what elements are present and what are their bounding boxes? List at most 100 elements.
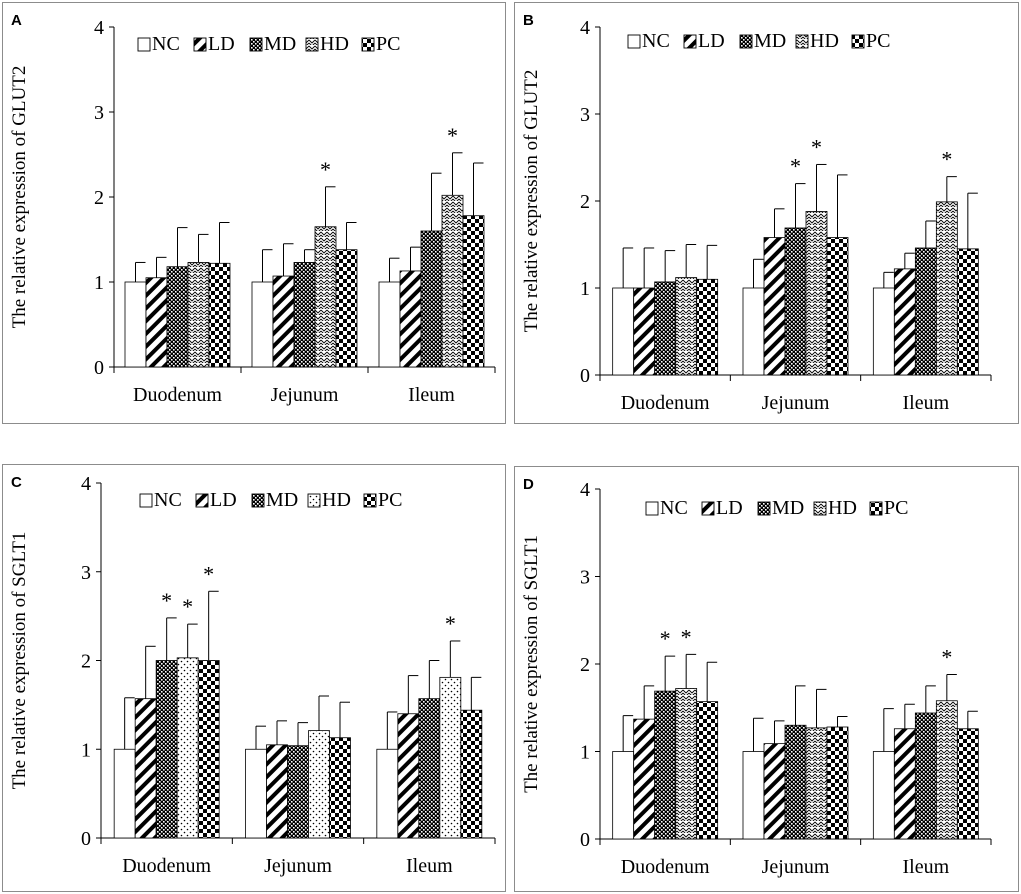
bar-pc <box>462 215 485 368</box>
legend-label: PC <box>884 497 908 519</box>
bar-pc <box>335 249 358 368</box>
bar-ld <box>893 268 916 376</box>
bar-nc <box>113 748 136 839</box>
bar-hd <box>187 262 210 368</box>
legend-swatch-md <box>757 501 771 516</box>
bar-nc <box>124 281 147 368</box>
bar-nc <box>742 751 765 840</box>
bar-nc <box>872 751 895 840</box>
bar-hd <box>439 676 462 839</box>
y-tick-label: 2 <box>94 187 104 209</box>
y-tick-label: 4 <box>580 479 590 501</box>
bar-ld <box>397 713 420 839</box>
y-tick-label: 0 <box>94 357 104 379</box>
bar-md <box>784 724 807 840</box>
legend-swatch-ld <box>193 37 207 52</box>
chart-svg: D 0 1 2 3 4 The relative expression of SGLT1 Du… <box>521 476 992 878</box>
y-axis-label: The relative expression of SGLT1 <box>9 532 30 790</box>
bar-md <box>166 266 189 368</box>
panel-c: C 0 1 2 3 4 The relative expression of SGLT1 Du… <box>2 464 506 892</box>
legend-label: NC <box>642 30 670 52</box>
bar-pc <box>826 237 849 376</box>
y-tick-label: 4 <box>94 17 104 39</box>
significance-marker: * <box>790 154 801 179</box>
legend-swatch-hd <box>305 37 319 52</box>
legend-swatch-ld <box>683 34 697 49</box>
bar-hd <box>935 201 958 376</box>
y-tick-label: 4 <box>580 17 590 39</box>
bar-ld <box>399 270 422 368</box>
x-category-label: Ileum <box>903 856 950 878</box>
panel-a: A 0 1 2 3 4 The relative expression of GLUT2 Du… <box>2 2 506 424</box>
legend-label: NC <box>660 497 688 519</box>
significance-marker: * <box>203 561 214 586</box>
legend-swatch-pc <box>851 34 865 49</box>
legend-swatch-hd <box>813 501 827 516</box>
chart-svg: B 0 1 2 3 4 The relative expression of GLUT2 Du… <box>521 12 992 414</box>
bar-md <box>418 698 441 839</box>
legend-label: HD <box>320 33 349 55</box>
bar-pc <box>956 728 979 840</box>
x-category-label: Jejunum <box>271 384 339 406</box>
significance-marker: * <box>941 147 952 172</box>
legend-swatch-nc <box>645 501 659 516</box>
bar-hd <box>314 226 337 368</box>
bar-md <box>293 262 316 368</box>
bar-ld <box>145 277 168 368</box>
significance-marker: * <box>447 123 458 148</box>
legend-swatch-md <box>251 493 265 508</box>
y-tick-label: 1 <box>81 739 91 761</box>
bar-hd <box>805 211 828 376</box>
bar-hd <box>441 194 464 368</box>
bar-pc <box>696 278 719 376</box>
bar-nc <box>612 751 635 840</box>
bar-pc <box>460 709 483 839</box>
panel-letter: C <box>11 474 22 491</box>
legend-label: MD <box>266 489 298 511</box>
legend-swatch-nc <box>627 34 641 49</box>
bar-pc <box>197 660 220 839</box>
bar-md <box>784 227 807 376</box>
bar-ld <box>272 275 295 368</box>
y-tick-label: 2 <box>81 651 91 673</box>
y-tick-label: 3 <box>580 567 590 589</box>
panel-letter: B <box>523 12 534 29</box>
legend-swatch-md <box>249 37 263 52</box>
x-category-label: Jejunum <box>762 392 830 414</box>
bar-nc <box>378 281 401 368</box>
significance-marker: * <box>811 134 822 159</box>
bar-md <box>654 690 677 840</box>
legend-label: LD <box>716 497 743 519</box>
legend-label: NC <box>154 489 182 511</box>
bar-hd <box>805 727 828 840</box>
significance-marker: * <box>320 157 331 182</box>
x-category-label: Duodenum <box>621 392 710 414</box>
bar-md <box>654 281 677 376</box>
bar-ld <box>633 287 656 376</box>
legend-label: MD <box>754 30 786 52</box>
bar-hd <box>675 277 698 376</box>
bar-pc <box>956 248 979 376</box>
bar-hd <box>176 657 199 839</box>
y-tick-label: 2 <box>580 654 590 676</box>
legend-label: MD <box>264 33 296 55</box>
bar-md <box>155 660 178 839</box>
y-tick-label: 1 <box>94 272 104 294</box>
y-tick-label: 2 <box>580 191 590 213</box>
bar-ld <box>134 698 157 839</box>
legend-label: HD <box>810 30 839 52</box>
y-tick-label: 4 <box>81 473 91 495</box>
legend-label: PC <box>866 30 890 52</box>
bar-hd <box>675 688 698 840</box>
x-category-label: Duodenum <box>621 856 710 878</box>
bar-ld <box>763 743 786 840</box>
significance-marker: * <box>681 624 692 649</box>
bar-nc <box>251 281 274 368</box>
bar-ld <box>266 744 288 839</box>
significance-marker: * <box>161 588 172 613</box>
x-category-label: Jejunum <box>762 856 830 878</box>
legend-swatch-nc <box>137 37 151 52</box>
panel-letter: A <box>11 12 22 29</box>
bar-md <box>914 712 937 840</box>
chart-svg: C 0 1 2 3 4 The relative expression of SGLT1 Du… <box>9 473 496 877</box>
